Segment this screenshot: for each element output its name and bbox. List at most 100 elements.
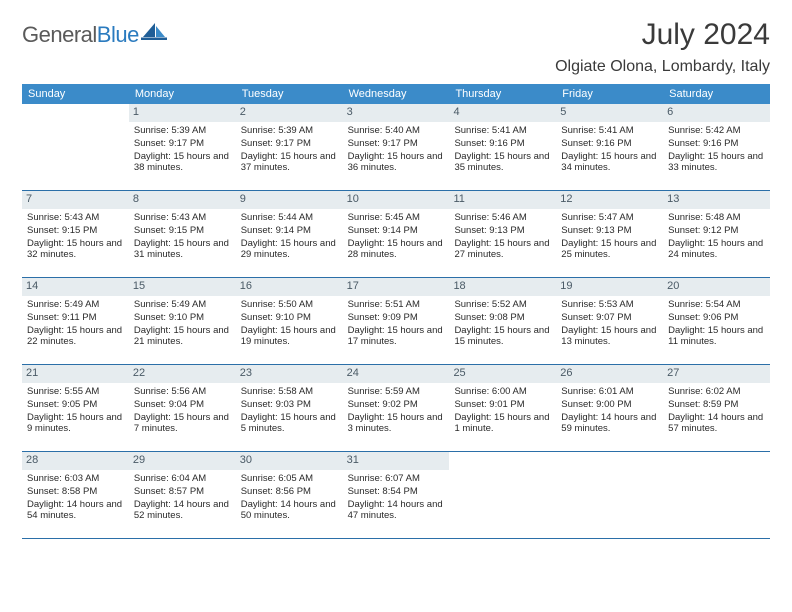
daylight-line: Daylight: 15 hours and 38 minutes.: [134, 151, 231, 175]
daylight-line: Daylight: 15 hours and 32 minutes.: [27, 238, 124, 262]
day-cell: 13 Sunrise: 5:48 AMSunset: 9:12 PMDayligh…: [663, 191, 770, 277]
daylight-line: Daylight: 15 hours and 35 minutes.: [454, 151, 551, 175]
daylight-line: Daylight: 15 hours and 24 minutes.: [668, 238, 765, 262]
daylight-line: Daylight: 15 hours and 15 minutes.: [454, 325, 551, 349]
sunrise-line: Sunrise: 5:39 AM: [241, 125, 338, 137]
sunset-line: Sunset: 9:16 PM: [454, 138, 551, 150]
sunrise-line: Sunrise: 5:41 AM: [454, 125, 551, 137]
sunset-line: Sunset: 9:15 PM: [134, 225, 231, 237]
day-cell: 19Sunrise: 5:53 AMSunset: 9:07 PMDayligh…: [556, 278, 663, 364]
logo-name-1: General: [22, 22, 97, 47]
day-number: 10: [343, 191, 450, 209]
day-number: 13: [663, 191, 770, 209]
sunrise-line: Sunrise: 5:52 AM: [454, 299, 551, 311]
day-number: 16: [236, 278, 343, 296]
day-number: 31: [343, 452, 450, 470]
day-number: 19: [556, 278, 663, 296]
dow-cell: Friday: [556, 84, 663, 104]
day-number: 6: [663, 104, 770, 122]
day-cell: 18Sunrise: 5:52 AMSunset: 9:08 PMDayligh…: [449, 278, 556, 364]
week-row: 28Sunrise: 6:03 AMSunset: 8:58 PMDayligh…: [22, 452, 770, 539]
week-row: 21Sunrise: 5:55 AMSunset: 9:05 PMDayligh…: [22, 365, 770, 452]
daylight-line: Daylight: 15 hours and 11 minutes.: [668, 325, 765, 349]
day-number: 28: [22, 452, 129, 470]
daylight-line: Daylight: 15 hours and 37 minutes.: [241, 151, 338, 175]
sunset-line: Sunset: 9:09 PM: [348, 312, 445, 324]
sunrise-line: Sunrise: 5:43 AM: [27, 212, 124, 224]
sunset-line: Sunset: 9:12 PM: [668, 225, 765, 237]
daylight-line: Daylight: 15 hours and 9 minutes.: [27, 412, 124, 436]
logo-text: GeneralBlue: [22, 22, 139, 48]
sunset-line: Sunset: 9:16 PM: [668, 138, 765, 150]
sunset-line: Sunset: 9:00 PM: [561, 399, 658, 411]
sunset-line: Sunset: 9:17 PM: [348, 138, 445, 150]
day-cell: 14Sunrise: 5:49 AMSunset: 9:11 PMDayligh…: [22, 278, 129, 364]
day-number: 26: [556, 365, 663, 383]
sunrise-line: Sunrise: 6:02 AM: [668, 386, 765, 398]
sunrise-line: Sunrise: 5:43 AM: [134, 212, 231, 224]
day-number: 30: [236, 452, 343, 470]
daylight-line: Daylight: 15 hours and 3 minutes.: [348, 412, 445, 436]
sunrise-line: Sunrise: 5:56 AM: [134, 386, 231, 398]
week-row: 1Sunrise: 5:39 AMSunset: 9:17 PMDaylight…: [22, 104, 770, 191]
sunset-line: Sunset: 8:57 PM: [134, 486, 231, 498]
sunset-line: Sunset: 9:14 PM: [241, 225, 338, 237]
day-cell: 7Sunrise: 5:43 AMSunset: 9:15 PMDaylight…: [22, 191, 129, 277]
day-cell: 1Sunrise: 5:39 AMSunset: 9:17 PMDaylight…: [129, 104, 236, 190]
sunset-line: Sunset: 9:11 PM: [27, 312, 124, 324]
day-cell: 21Sunrise: 5:55 AMSunset: 9:05 PMDayligh…: [22, 365, 129, 451]
sunrise-line: Sunrise: 5:39 AM: [134, 125, 231, 137]
day-cell: 31Sunrise: 6:07 AMSunset: 8:54 PMDayligh…: [343, 452, 450, 538]
sunset-line: Sunset: 9:01 PM: [454, 399, 551, 411]
day-number: 3: [343, 104, 450, 122]
daylight-line: Daylight: 14 hours and 57 minutes.: [668, 412, 765, 436]
dow-cell: Thursday: [449, 84, 556, 104]
sunrise-line: Sunrise: 6:07 AM: [348, 473, 445, 485]
daylight-line: Daylight: 15 hours and 29 minutes.: [241, 238, 338, 262]
daylight-line: Daylight: 14 hours and 54 minutes.: [27, 499, 124, 523]
day-number: 1: [129, 104, 236, 122]
daylight-line: Daylight: 14 hours and 50 minutes.: [241, 499, 338, 523]
sunrise-line: Sunrise: 5:48 AM: [668, 212, 765, 224]
sunset-line: Sunset: 9:04 PM: [134, 399, 231, 411]
day-cell: 15Sunrise: 5:49 AMSunset: 9:10 PMDayligh…: [129, 278, 236, 364]
day-cell: 8Sunrise: 5:43 AMSunset: 9:15 PMDaylight…: [129, 191, 236, 277]
sunset-line: Sunset: 8:58 PM: [27, 486, 124, 498]
daylight-line: Daylight: 15 hours and 36 minutes.: [348, 151, 445, 175]
day-cell: 29Sunrise: 6:04 AMSunset: 8:57 PMDayligh…: [129, 452, 236, 538]
sunrise-line: Sunrise: 6:03 AM: [27, 473, 124, 485]
day-cell: 25Sunrise: 6:00 AMSunset: 9:01 PMDayligh…: [449, 365, 556, 451]
sunset-line: Sunset: 9:17 PM: [241, 138, 338, 150]
day-cell: 27Sunrise: 6:02 AMSunset: 8:59 PMDayligh…: [663, 365, 770, 451]
sunset-line: Sunset: 9:13 PM: [454, 225, 551, 237]
day-number: 20: [663, 278, 770, 296]
day-number: 5: [556, 104, 663, 122]
sunrise-line: Sunrise: 5:41 AM: [561, 125, 658, 137]
dow-cell: Monday: [129, 84, 236, 104]
day-number: 14: [22, 278, 129, 296]
day-number: 22: [129, 365, 236, 383]
day-cell: 23Sunrise: 5:58 AMSunset: 9:03 PMDayligh…: [236, 365, 343, 451]
sunrise-line: Sunrise: 5:58 AM: [241, 386, 338, 398]
day-number: 24: [343, 365, 450, 383]
daylight-line: Daylight: 15 hours and 1 minute.: [454, 412, 551, 436]
day-cell: 16Sunrise: 5:50 AMSunset: 9:10 PMDayligh…: [236, 278, 343, 364]
day-cell: 30Sunrise: 6:05 AMSunset: 8:56 PMDayligh…: [236, 452, 343, 538]
sunrise-line: Sunrise: 5:42 AM: [668, 125, 765, 137]
day-cell: 3 Sunrise: 5:40 AMSunset: 9:17 PMDaylight…: [343, 104, 450, 190]
sunrise-line: Sunrise: 5:49 AM: [134, 299, 231, 311]
dow-cell: Saturday: [663, 84, 770, 104]
sunset-line: Sunset: 9:03 PM: [241, 399, 338, 411]
sunrise-line: Sunrise: 5:40 AM: [348, 125, 445, 137]
dow-cell: Sunday: [22, 84, 129, 104]
day-cell-blank: [556, 452, 663, 538]
day-cell: 20Sunrise: 5:54 AMSunset: 9:06 PMDayligh…: [663, 278, 770, 364]
day-number: 15: [129, 278, 236, 296]
sunrise-line: Sunrise: 5:55 AM: [27, 386, 124, 398]
daylight-line: Daylight: 15 hours and 22 minutes.: [27, 325, 124, 349]
day-cell: 9Sunrise: 5:44 AMSunset: 9:14 PMDaylight…: [236, 191, 343, 277]
day-number: 18: [449, 278, 556, 296]
day-number: 25: [449, 365, 556, 383]
day-cell: 26Sunrise: 6:01 AMSunset: 9:00 PMDayligh…: [556, 365, 663, 451]
month-title: July 2024: [555, 18, 770, 52]
